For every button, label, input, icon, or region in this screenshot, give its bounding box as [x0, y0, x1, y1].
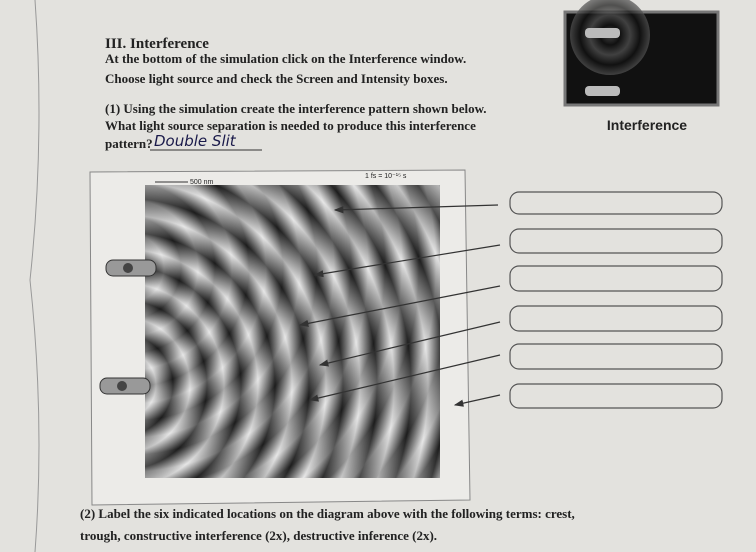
instruction: At the bottom of the simulation click on…: [105, 51, 466, 66]
time-label: 1 fs = 10⁻¹⁵ s: [365, 173, 407, 180]
arrow: [313, 244, 501, 278]
scale-label: 500 nm: [190, 179, 214, 186]
question: pattern?: [105, 136, 153, 151]
label-box: [509, 305, 723, 332]
arrow: [298, 285, 501, 327]
label-box: [509, 265, 723, 292]
question: (2) Label the six indicated locations on…: [80, 506, 575, 521]
source-icon: [585, 28, 620, 38]
section-title: III. Interference: [105, 36, 209, 52]
question: What light source separation is needed t…: [105, 118, 476, 133]
label-box: [509, 343, 723, 370]
source-lamp: [123, 263, 133, 273]
arrow: [453, 394, 501, 407]
page-edge: [29, 0, 40, 552]
arrow: [333, 204, 499, 214]
interference-pattern: [145, 185, 440, 478]
arrow: [308, 354, 501, 402]
source-icon: [585, 86, 620, 96]
handwritten-answer: Double Slit: [154, 132, 237, 150]
label-box: [509, 191, 723, 215]
question: trough, constructive interference (2x), …: [80, 528, 437, 543]
instruction: Choose light source and check the Screen…: [105, 71, 448, 86]
label-box: [509, 228, 723, 254]
label-box: [509, 383, 723, 409]
arrow: [318, 321, 501, 367]
thumbnail-label: Interference: [607, 117, 687, 133]
question: (1) Using the simulation create the inte…: [105, 101, 487, 116]
source-lamp: [117, 381, 127, 391]
